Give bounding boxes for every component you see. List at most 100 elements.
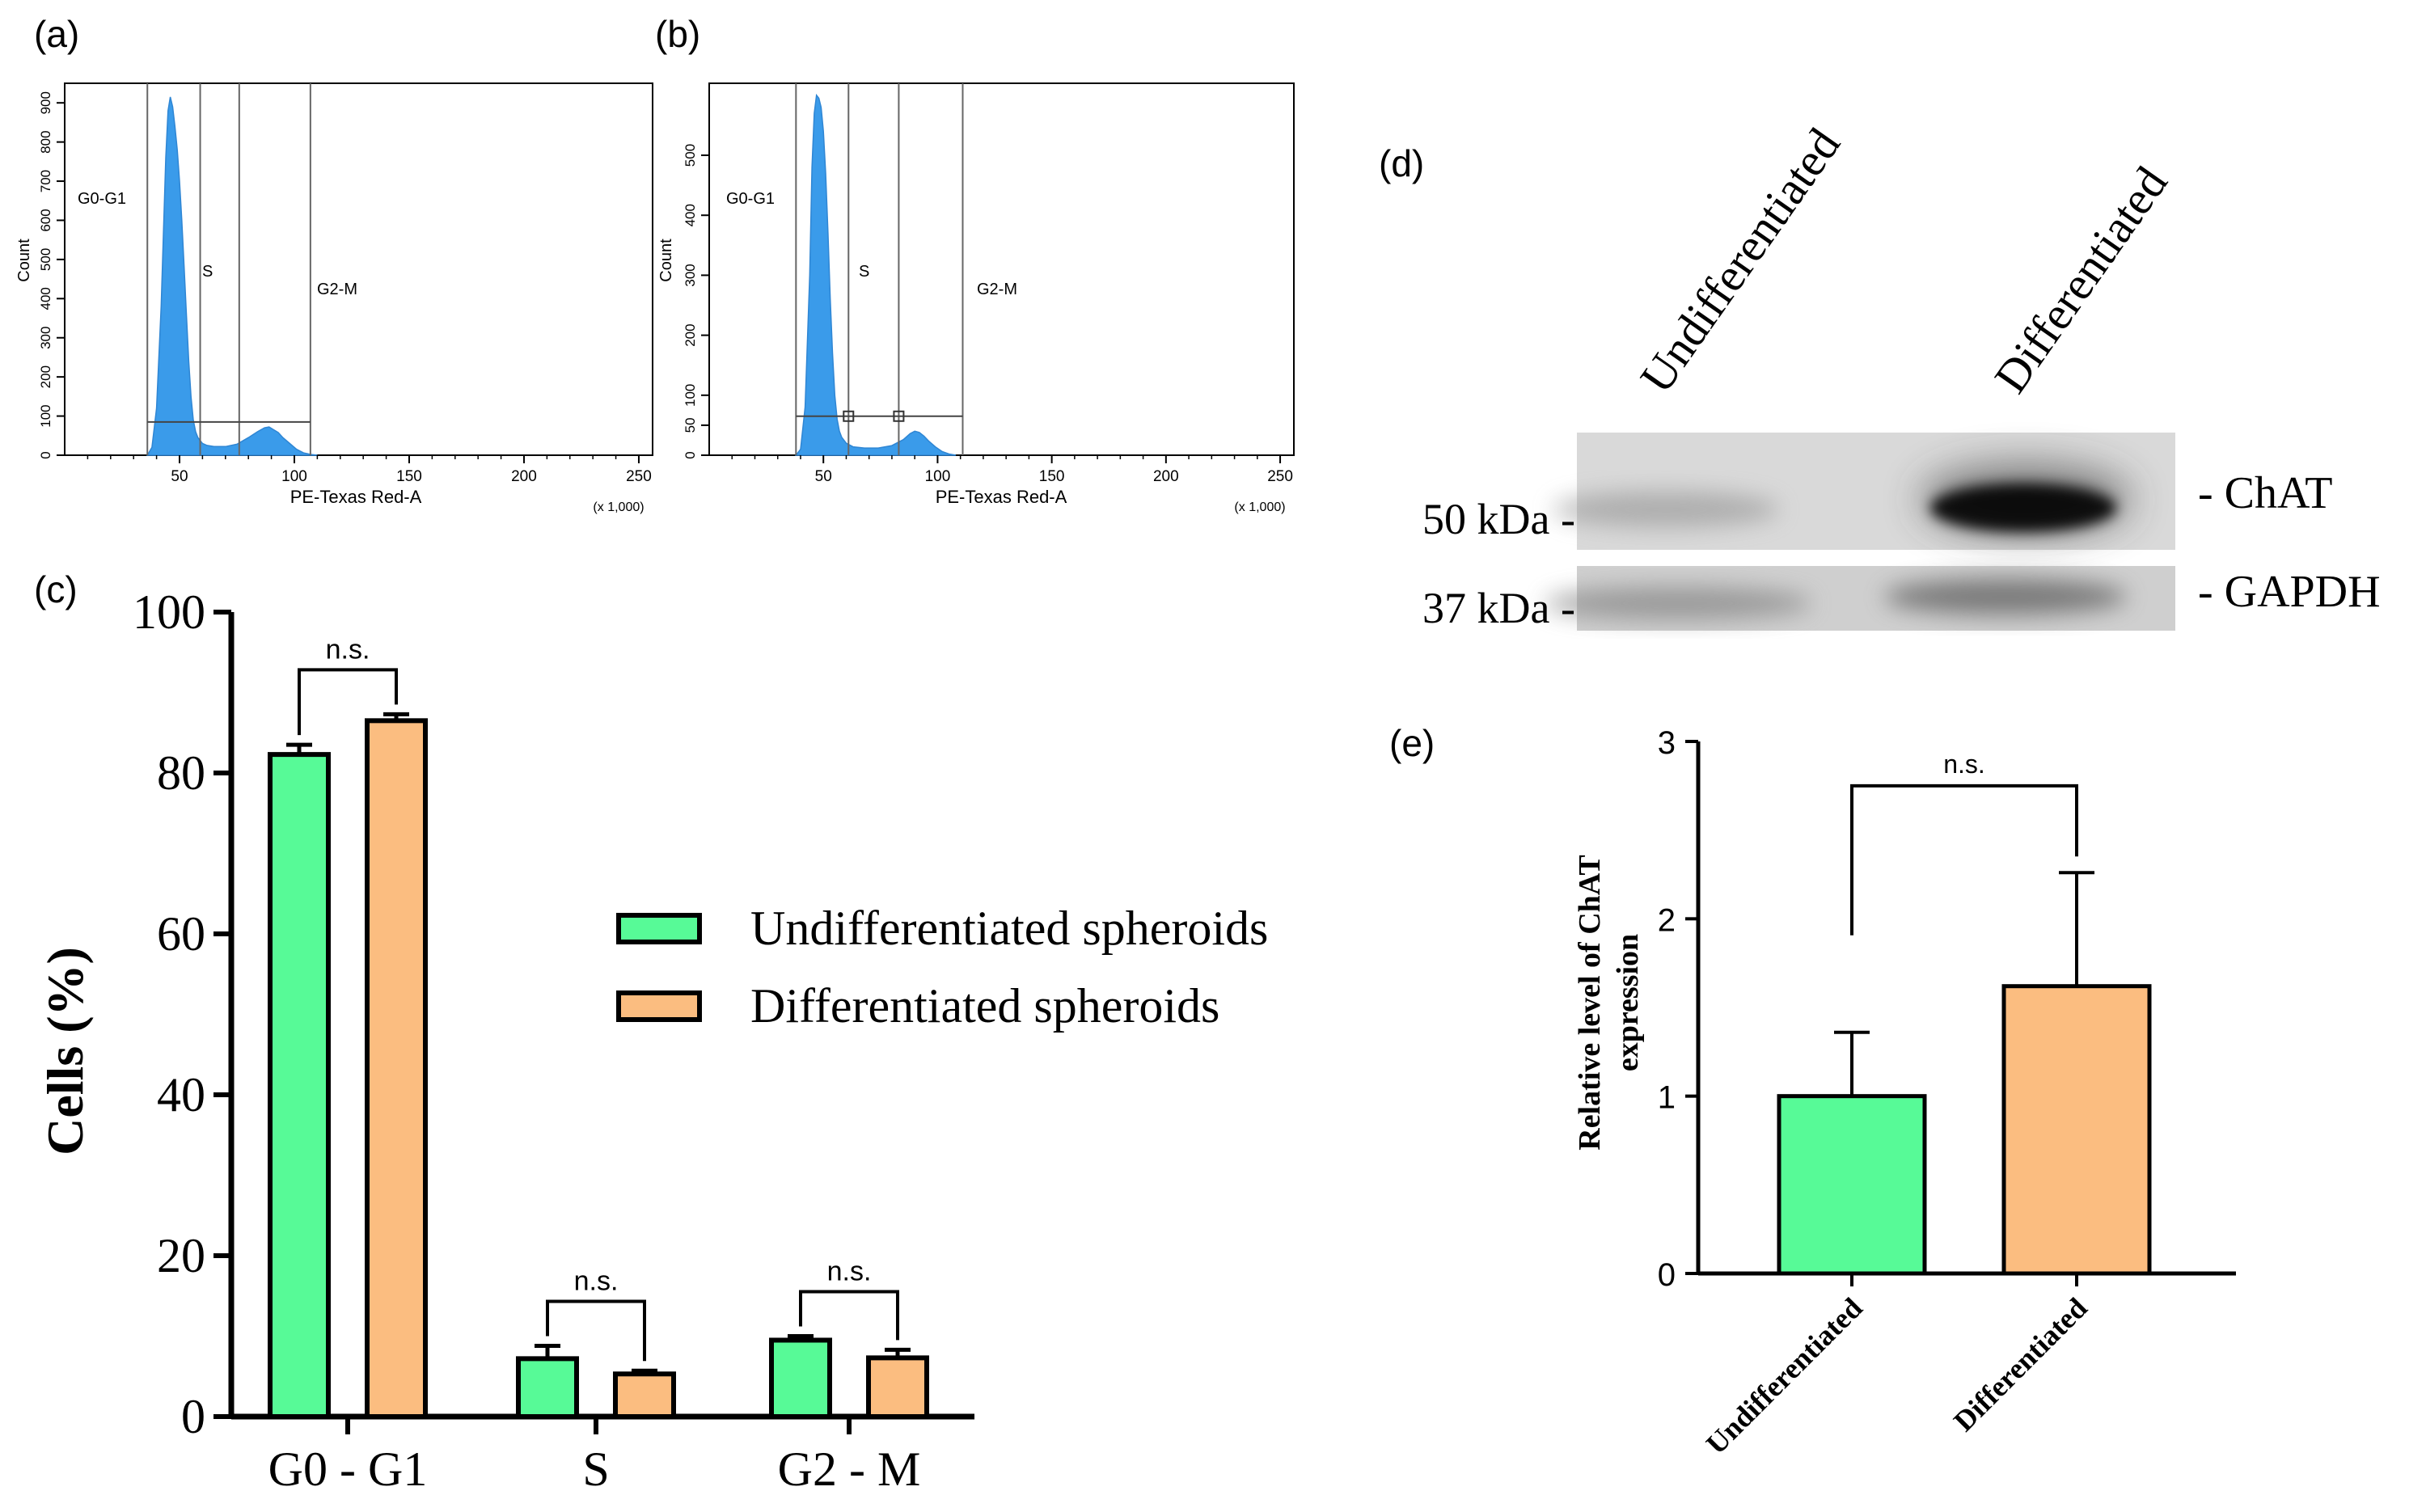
y-tick-label: 500	[683, 144, 698, 167]
significance-bracket	[1850, 783, 2078, 935]
y-tick-label: 100	[133, 585, 205, 639]
bar-undifferentiated	[516, 1356, 579, 1419]
band-gapdh-undifferentiated	[1545, 587, 1811, 619]
x-tick-label: 250	[626, 468, 652, 485]
chat-expression-bar-chart: Relative level of ChAT expression 0 1 2 3 Un…	[1573, 725, 2236, 1460]
bar-differentiated	[365, 718, 428, 1419]
y-tick-label: 100	[683, 384, 698, 407]
xlabel-a: PE-Texas Red-A	[290, 487, 422, 507]
y-tick-label: 900	[38, 91, 53, 114]
western-blot-panel: Undifferentiated Differentiated 50 kDa -…	[1422, 119, 2381, 632]
y-tick-label: 200	[38, 365, 53, 388]
x-tick-label: S	[582, 1442, 609, 1496]
gate-label-g0g1: G0-G1	[78, 190, 126, 208]
x-tick-label: Undifferentiated	[1700, 1291, 1869, 1460]
y-tick-label: 200	[683, 323, 698, 346]
y-tick-label: 800	[38, 130, 53, 153]
marker-50kda: 50 kDa -	[1422, 495, 1575, 543]
plot-frame	[64, 82, 653, 456]
marker-37kda: 37 kDa -	[1422, 584, 1575, 632]
y-tick-label: 0	[38, 451, 53, 458]
y-tick-label: 3	[1658, 725, 1676, 761]
panel-label-b: (b)	[655, 13, 700, 55]
legend: Undifferentiated spheroids Differentiate…	[616, 902, 1268, 1033]
y-tick-label: 2	[1658, 902, 1676, 938]
y-tick-label: 700	[38, 170, 53, 192]
ylabel-count-a: Count	[15, 239, 33, 282]
y-tick-label: 0	[181, 1390, 205, 1443]
gate-handle	[843, 410, 855, 422]
y-tick-label: 40	[157, 1068, 205, 1121]
legend-swatch-differentiated	[616, 990, 702, 1022]
gate-label-g2m: G2-M	[977, 281, 1017, 298]
x-tick-label: 200	[1153, 468, 1179, 485]
protein-label-gapdh: - GAPDH	[2198, 567, 2381, 617]
x-tick-label: 250	[1267, 468, 1293, 485]
legend-swatch-undifferentiated	[616, 913, 702, 944]
bar-differentiated	[2001, 984, 2152, 1276]
y-tick-label: 50	[683, 417, 698, 433]
y-tick-label: 300	[38, 327, 53, 349]
y-tick-label: 0	[683, 451, 698, 458]
band-gapdh-differentiated	[1884, 579, 2127, 615]
y-tick-label: 400	[38, 287, 53, 310]
lane-label-differentiated: Differentiated	[1984, 158, 2177, 403]
significance-bracket	[298, 668, 398, 736]
cell-cycle-bar-chart: Cells (%) Undifferentiated spheroids Dif…	[36, 585, 1268, 1496]
plot-frame	[708, 82, 1295, 456]
bar-undifferentiated	[1777, 1094, 1927, 1276]
y-tick-label: 0	[1658, 1257, 1676, 1293]
y-tick-label: 60	[157, 907, 205, 961]
gate-label-s: S	[859, 263, 869, 281]
significance-label: n.s.	[574, 1265, 619, 1296]
y-tick-label: 1	[1658, 1080, 1676, 1116]
ylabel-count-b: Count	[657, 239, 675, 282]
xlabel-b: PE-Texas Red-A	[936, 487, 1067, 507]
significance-label: n.s.	[326, 634, 370, 665]
bar-differentiated	[866, 1355, 929, 1419]
band-chat-undifferentiated	[1553, 492, 1779, 527]
histogram-panel-b: Count G0-G1 S G2-M PE-Texas Red-A (x 1,0…	[657, 82, 1295, 514]
gate-label-g0g1: G0-G1	[726, 190, 775, 208]
x-tick-label: 150	[1039, 468, 1065, 485]
bar-differentiated	[613, 1371, 676, 1420]
legend-label-undifferentiated: Undifferentiated spheroids	[750, 902, 1268, 955]
histogram-panel-a: Count G0-G1 S G2-M PE-Texas Red-A (x 1,0…	[15, 82, 653, 514]
x-multiplier-a: (x 1,000)	[593, 500, 644, 514]
gate-labels-a: G0-G1 S G2-M	[78, 190, 357, 298]
gate-handle	[893, 410, 905, 422]
y-tick-label: 100	[38, 404, 53, 427]
y-tick-label: 400	[683, 204, 698, 226]
histogram-area	[794, 93, 957, 456]
x-tick-label: 50	[815, 468, 832, 485]
x-tick-label: 100	[925, 468, 951, 485]
bar-undifferentiated	[769, 1337, 832, 1419]
gate-labels-b: G0-G1 S G2-M	[726, 190, 1017, 298]
band-chat-differentiated	[1930, 484, 2116, 532]
y-tick-label: 80	[157, 746, 205, 800]
gate-label-s: S	[202, 263, 213, 281]
x-tick-label: 200	[511, 468, 537, 485]
y-tick-label: 300	[683, 264, 698, 286]
x-tick-label: Differentiated	[1947, 1291, 2094, 1438]
significance-bracket	[799, 1290, 899, 1341]
x-tick-label: 150	[396, 468, 422, 485]
bar-undifferentiated	[268, 752, 331, 1419]
panel-label-e: (e)	[1389, 722, 1435, 764]
x-tick-label: 50	[171, 468, 188, 485]
significance-label: n.s.	[1943, 750, 1985, 779]
x-tick-label: 100	[281, 468, 307, 485]
significance-label: n.s.	[827, 1256, 872, 1287]
histogram-area	[146, 96, 318, 456]
x-tick-label: G2 - M	[778, 1442, 921, 1496]
y-tick-label: 600	[38, 209, 53, 231]
ylabel-cells: Cells (%)	[36, 947, 94, 1155]
ylabel-chat-line1: Relative level of ChAT	[1573, 855, 1607, 1151]
x-multiplier-b: (x 1,000)	[1234, 500, 1285, 514]
gate-label-g2m: G2-M	[317, 281, 357, 298]
x-tick-label: G0 - G1	[268, 1442, 428, 1496]
panel-label-c: (c)	[34, 568, 78, 610]
y-tick-label: 20	[157, 1229, 205, 1282]
panel-label-a: (a)	[34, 13, 79, 55]
lane-label-undifferentiated: Undifferentiated	[1629, 119, 1849, 402]
